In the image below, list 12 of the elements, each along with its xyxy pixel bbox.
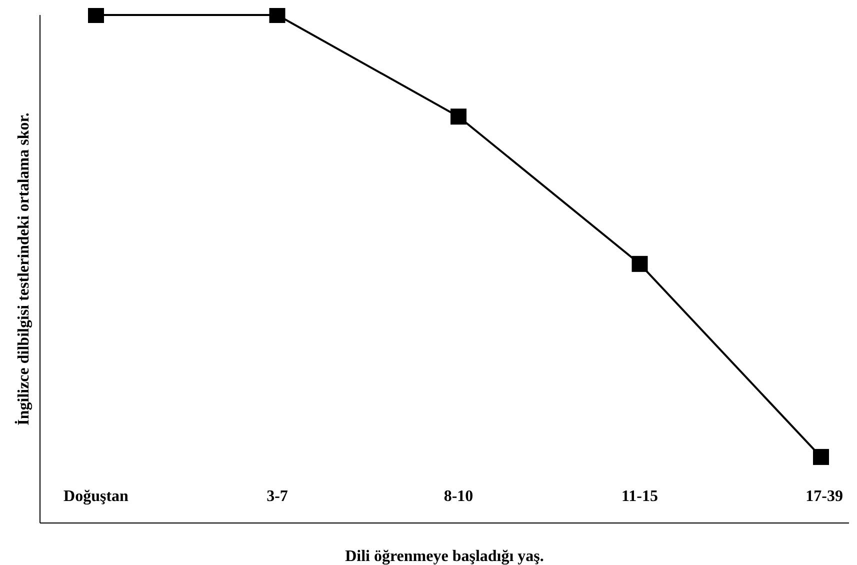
y-axis-title: İngilizce dilbilgisi testlerindeki ortalama skor.	[14, 112, 32, 426]
point	[269, 8, 286, 23]
x-axis-title: Dili öğrenmeye başladığı yaş.	[345, 548, 544, 565]
point	[88, 8, 104, 23]
point	[450, 108, 466, 125]
point	[632, 256, 648, 272]
x-tick-label: 3-7	[266, 488, 288, 505]
point	[813, 448, 829, 465]
x-tick-label: 8-10	[444, 488, 474, 505]
x-tick-label: Doğuştan	[64, 488, 129, 505]
x-tick-label: 17-39	[806, 488, 843, 505]
x-tick-label: 11-15	[622, 488, 658, 505]
